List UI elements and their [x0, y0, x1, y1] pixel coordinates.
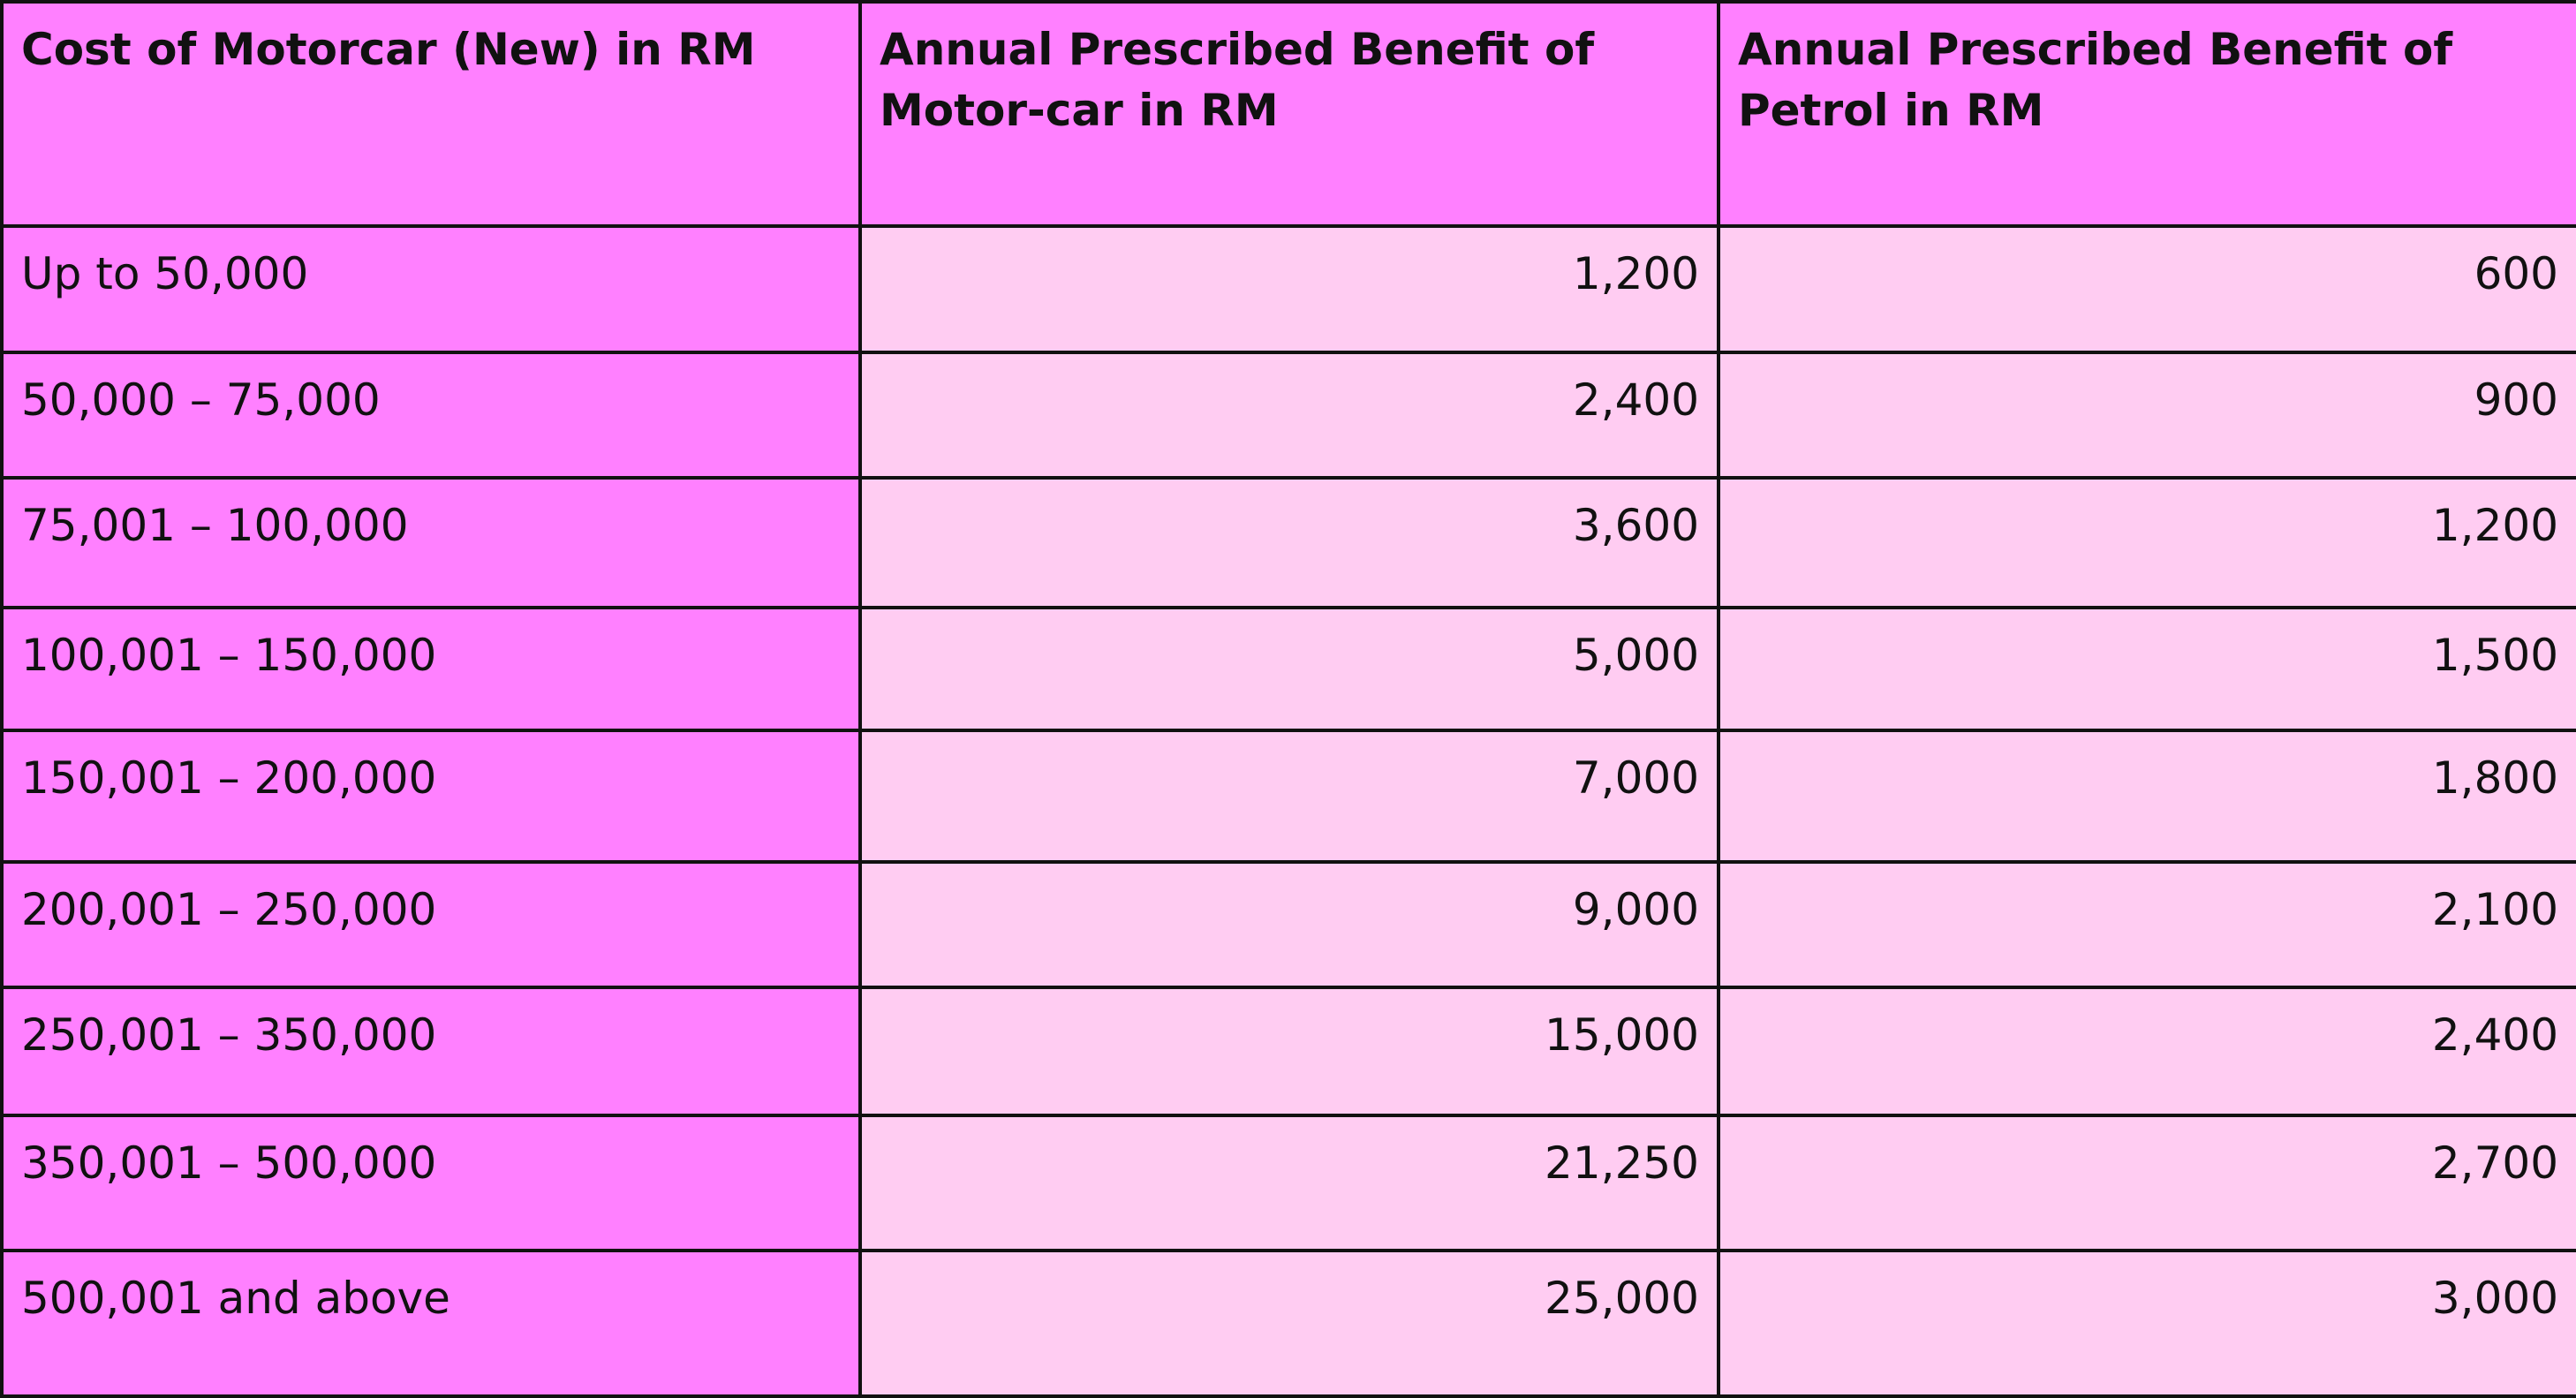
table-row: 500,001 and above 25,000 3,000: [0, 1248, 2576, 1398]
table-row: 200,001 – 250,000 9,000 2,100: [0, 859, 2576, 990]
table-row: 150,001 – 200,000 7,000 1,800: [0, 728, 2576, 864]
cost-cell: 200,001 – 250,000: [0, 859, 862, 990]
motorcar-benefit-cell: 21,250: [858, 1114, 1720, 1252]
table-row: 250,001 – 350,000 15,000 2,400: [0, 986, 2576, 1118]
petrol-benefit-cell: 1,800: [1717, 728, 2576, 864]
table-header-row: Cost of Motorcar (New) in RM Annual Pres…: [0, 0, 2576, 228]
motorcar-benefit-cell: 7,000: [858, 728, 1720, 864]
petrol-benefit-cell: 1,500: [1717, 606, 2576, 732]
petrol-benefit-cell: 3,000: [1717, 1248, 2576, 1398]
motorcar-benefit-cell: 2,400: [858, 350, 1720, 480]
cost-cell: 75,001 – 100,000: [0, 476, 862, 610]
cost-cell: 100,001 – 150,000: [0, 606, 862, 732]
petrol-benefit-cell: 1,200: [1717, 476, 2576, 610]
motorcar-benefit-cell: 5,000: [858, 606, 1720, 732]
petrol-benefit-cell: 2,100: [1717, 859, 2576, 990]
petrol-benefit-cell: 2,700: [1717, 1114, 2576, 1252]
table-row: 50,000 – 75,000 2,400 900: [0, 350, 2576, 480]
motorcar-benefit-cell: 9,000: [858, 859, 1720, 990]
header-petrol-benefit: Annual Prescribed Benefit of Petrol in R…: [1717, 0, 2576, 228]
petrol-benefit-cell: 2,400: [1717, 986, 2576, 1118]
header-motorcar-benefit: Annual Prescribed Benefit of Motor-car i…: [858, 0, 1720, 228]
header-cost: Cost of Motorcar (New) in RM: [0, 0, 862, 228]
petrol-benefit-cell: 900: [1717, 350, 2576, 480]
cost-cell: 500,001 and above: [0, 1248, 862, 1398]
table-row: 100,001 – 150,000 5,000 1,500: [0, 606, 2576, 732]
motorcar-benefit-cell: 1,200: [858, 224, 1720, 354]
cost-cell: 150,001 – 200,000: [0, 728, 862, 864]
petrol-benefit-cell: 600: [1717, 224, 2576, 354]
motorcar-benefit-cell: 15,000: [858, 986, 1720, 1118]
table-row: 350,001 – 500,000 21,250 2,700: [0, 1114, 2576, 1252]
cost-cell: 350,001 – 500,000: [0, 1114, 862, 1252]
motorcar-benefit-cell: 25,000: [858, 1248, 1720, 1398]
cost-cell: 250,001 – 350,000: [0, 986, 862, 1118]
table-row: Up to 50,000 1,200 600: [0, 224, 2576, 354]
cost-cell: Up to 50,000: [0, 224, 862, 354]
table-row: 75,001 – 100,000 3,600 1,200: [0, 476, 2576, 610]
cost-cell: 50,000 – 75,000: [0, 350, 862, 480]
motorcar-benefit-cell: 3,600: [858, 476, 1720, 610]
